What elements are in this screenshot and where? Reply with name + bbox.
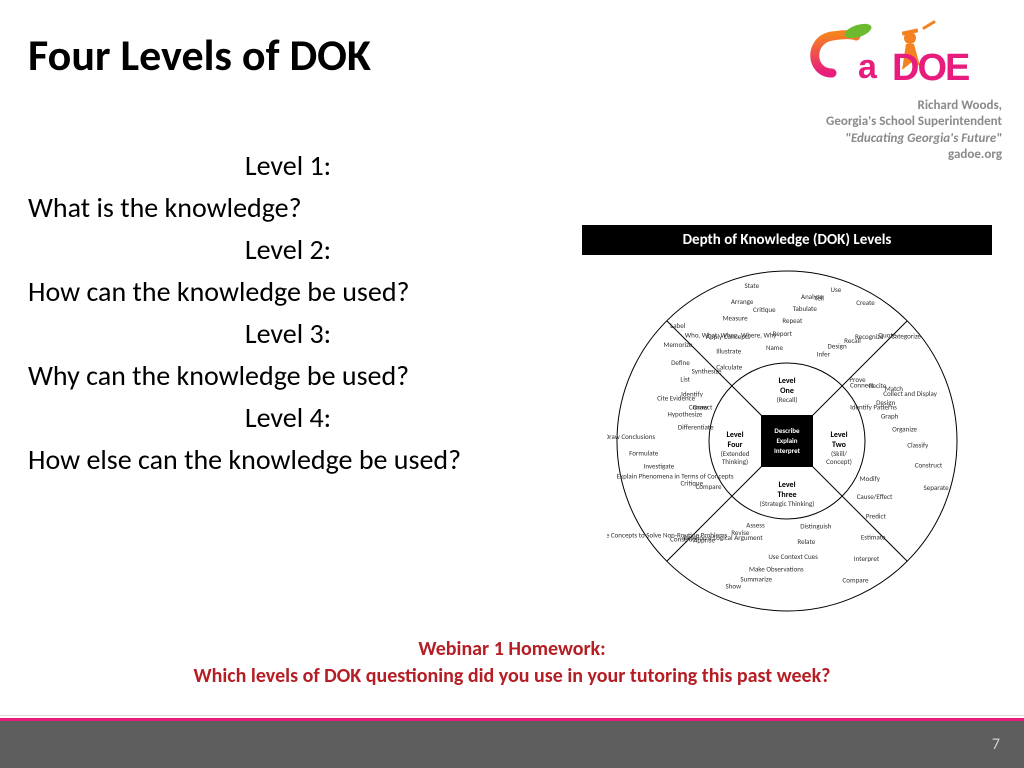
svg-text:Cause/Effect: Cause/Effect — [857, 492, 893, 501]
svg-text:Critique: Critique — [753, 305, 776, 314]
svg-text:Arrange: Arrange — [731, 297, 754, 306]
svg-text:Graph: Graph — [881, 412, 899, 421]
superintendent-name: Richard Woods, — [772, 98, 1002, 114]
svg-text:Compare: Compare — [843, 575, 869, 584]
svg-text:Formulate: Formulate — [629, 448, 659, 457]
level4-label: Level 4: — [28, 397, 548, 439]
level2-question: How can the knowledge be used? — [28, 271, 548, 313]
svg-text:Cite Evidence: Cite Evidence — [657, 394, 695, 403]
svg-text:Differentiate: Differentiate — [678, 423, 714, 432]
logo-block: a DOE Richard Woods, Georgia's School Su… — [772, 18, 1002, 163]
svg-text:Describe: Describe — [774, 426, 800, 435]
levels-list: Level 1: What is the knowledge? Level 2:… — [28, 145, 548, 481]
footer-bar — [0, 718, 1024, 768]
svg-text:State: State — [745, 281, 760, 290]
svg-text:Construct: Construct — [915, 461, 943, 470]
dok-wheel: Describe Explain Interpret Level One (Re… — [582, 255, 992, 621]
slide: Four Levels of DOK a DOE Richard Woods, … — [0, 0, 1024, 768]
svg-text:Organize: Organize — [892, 424, 917, 433]
svg-text:(Recall): (Recall) — [777, 395, 798, 404]
svg-text:Thinking): Thinking) — [722, 457, 748, 466]
svg-text:Repeat: Repeat — [782, 316, 803, 325]
level3-question: Why can the knowledge be used? — [28, 355, 548, 397]
svg-text:Explain Phenomena in Terms of: Explain Phenomena in Terms of Concepts — [617, 472, 734, 481]
logo-caption: Richard Woods, Georgia's School Superint… — [772, 98, 1002, 163]
svg-text:Design: Design — [876, 398, 895, 407]
level4-question: How else can the knowledge be used? — [28, 439, 548, 481]
level1-question: What is the knowledge? — [28, 187, 548, 229]
svg-text:Measure: Measure — [723, 314, 749, 323]
svg-text:Memorize: Memorize — [663, 340, 692, 349]
svg-text:Separate: Separate — [924, 483, 950, 492]
svg-text:Connect: Connect — [689, 403, 713, 412]
svg-text:DOE: DOE — [892, 47, 969, 89]
homework-block: Webinar 1 Homework: Which levels of DOK … — [0, 636, 1024, 690]
svg-text:Name: Name — [766, 343, 783, 352]
superintendent-title: Georgia's School Superintendent — [772, 114, 1002, 130]
level2-label: Level 2: — [28, 229, 548, 271]
svg-text:Use Context Cues: Use Context Cues — [768, 552, 818, 561]
svg-text:Tabulate: Tabulate — [793, 304, 818, 313]
svg-text:Report: Report — [773, 329, 793, 338]
svg-text:Summarize: Summarize — [740, 575, 772, 584]
homework-title: Webinar 1 Homework: — [0, 636, 1024, 663]
svg-text:Concept): Concept) — [826, 457, 852, 466]
svg-text:Label: Label — [670, 321, 685, 330]
dok-figure: Depth of Knowledge (DOK) Levels Describe… — [582, 225, 992, 621]
level1-label: Level 1: — [28, 145, 548, 187]
svg-text:Investigate: Investigate — [644, 462, 675, 471]
svg-text:(Strategic Thinking): (Strategic Thinking) — [760, 499, 815, 508]
svg-text:Apply Concepts: Apply Concepts — [706, 332, 750, 341]
level3-label: Level 3: — [28, 313, 548, 355]
svg-text:Relate: Relate — [797, 537, 815, 546]
page-title: Four Levels of DOK — [28, 28, 371, 82]
svg-text:Illustrate: Illustrate — [716, 347, 742, 356]
svg-text:Level: Level — [830, 430, 847, 440]
dok-figure-header: Depth of Knowledge (DOK) Levels — [582, 225, 992, 255]
svg-text:Draw Conclusions: Draw Conclusions — [607, 432, 655, 441]
svg-text:Classify: Classify — [907, 441, 929, 450]
svg-text:Analyze: Analyze — [801, 292, 823, 301]
svg-text:Level: Level — [778, 480, 795, 490]
svg-text:Show: Show — [726, 582, 742, 591]
homework-question: Which levels of DOK questioning did you … — [0, 663, 1024, 690]
page-number: 7 — [992, 735, 1000, 754]
svg-text:Level: Level — [726, 430, 743, 440]
svg-text:Interpret: Interpret — [854, 554, 880, 563]
svg-text:Predict: Predict — [866, 512, 887, 521]
logo-url: gadoe.org — [772, 147, 1002, 163]
svg-text:Categorize: Categorize — [891, 332, 921, 341]
svg-text:Infer: Infer — [817, 350, 831, 359]
svg-text:Define: Define — [671, 358, 690, 367]
svg-text:Interpret: Interpret — [774, 446, 801, 455]
svg-text:Create: Create — [856, 298, 875, 307]
svg-text:Synthesize: Synthesize — [692, 367, 722, 376]
svg-text:Level: Level — [778, 376, 795, 386]
gadoe-logo: a DOE — [802, 18, 1002, 98]
svg-text:Make Observations: Make Observations — [749, 565, 804, 574]
svg-text:Use Concepts to Solve Non-Rout: Use Concepts to Solve Non-Routine Proble… — [607, 530, 728, 539]
svg-text:Use: Use — [831, 285, 842, 294]
svg-text:Explain: Explain — [776, 436, 797, 445]
svg-text:Distinguish: Distinguish — [800, 521, 831, 530]
svg-text:Modify: Modify — [860, 474, 881, 483]
logo-tagline: "Educating Georgia's Future" — [772, 131, 1002, 147]
svg-text:List: List — [680, 374, 690, 383]
svg-text:a: a — [858, 48, 878, 86]
svg-text:Estimate: Estimate — [861, 533, 886, 542]
svg-text:Prove: Prove — [849, 375, 866, 384]
svg-text:Collect and Display: Collect and Display — [883, 389, 937, 398]
